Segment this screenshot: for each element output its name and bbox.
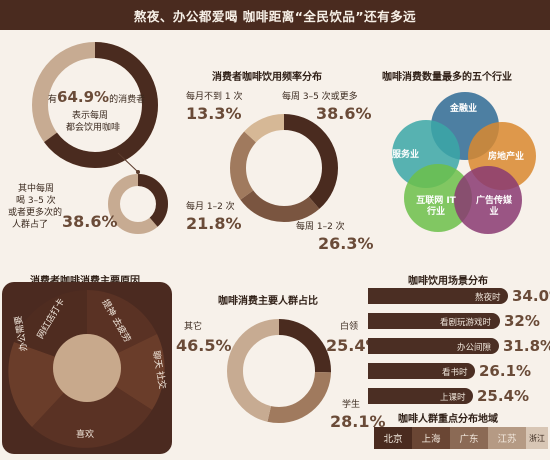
scene-bar-label: 上课时 xyxy=(440,393,466,403)
freq-label-0: 每月不到 1 次 xyxy=(186,92,243,102)
weekly-sub-ring-chart xyxy=(108,174,168,234)
scene-bar xyxy=(368,338,499,354)
venn-circle-media xyxy=(454,166,522,234)
scene-bar xyxy=(368,363,475,379)
frequency-ring-chart xyxy=(230,114,338,222)
reasons-chart xyxy=(2,282,172,454)
scene-bar-label: 看书时 xyxy=(442,368,468,378)
scene-bar-label: 办公间隙 xyxy=(457,343,492,353)
frequency-title: 消费者咖啡饮用频率分布 xyxy=(212,72,322,83)
people-title: 咖啡消费主要人群占比 xyxy=(218,296,318,307)
weekly-sub-pct: 38.6% xyxy=(62,212,118,231)
banner-title: 熬夜、办公都爱喝 咖啡距离“全民饮品”还有多远 xyxy=(133,8,417,24)
scene-bar-value: 34.0% xyxy=(512,287,550,305)
industry-media: 广告传媒业 xyxy=(476,196,513,217)
freq-value-2: 21.8% xyxy=(186,214,242,233)
people-other-label: 其它 xyxy=(184,322,203,332)
scene-bar-value: 25.4% xyxy=(477,387,530,405)
people-other-value: 46.5% xyxy=(176,336,232,355)
industries-venn xyxy=(392,92,536,234)
weekly-text-pre: 有 xyxy=(48,95,58,105)
people-student-value: 28.1% xyxy=(330,412,386,431)
weekly-text-line2: 表示每周 xyxy=(72,111,109,121)
people-white-collar-label: 白领 xyxy=(340,322,359,332)
weekly-pct: 64.9% xyxy=(57,88,110,106)
industries-title: 咖啡消费数量最多的五个行业 xyxy=(382,72,512,83)
weekly-sub-line4: 人群占了 xyxy=(12,220,49,230)
scene-bar-label: 看剧玩游戏时 xyxy=(440,318,492,328)
region-city-1: 上海 xyxy=(412,427,450,449)
scene-bar xyxy=(368,313,500,329)
scenes-title: 咖啡饮用场景分布 xyxy=(408,276,488,287)
weekly-text-line3: 都会饮用咖啡 xyxy=(66,123,121,133)
freq-label-2: 每月 1–2 次 xyxy=(186,202,235,212)
freq-value-0: 13.3% xyxy=(186,104,242,123)
industry-finance: 金融业 xyxy=(450,104,478,114)
people-ring-chart xyxy=(227,319,331,423)
venn-circle-internet xyxy=(404,164,472,232)
reason-2: 喜欢 xyxy=(76,430,95,440)
freq-value-1: 38.6% xyxy=(316,104,372,123)
scene-bar xyxy=(368,288,508,304)
region-city-4: 浙江 xyxy=(526,427,548,449)
weekly-sub-line1: 其中每周 xyxy=(18,184,55,194)
weekly-ring-arc xyxy=(32,42,158,168)
regions-title: 咖啡人群重点分布地域 xyxy=(398,414,498,425)
region-city-0: 北京 xyxy=(374,427,412,449)
weekly-sub-line3: 或者更多次的 xyxy=(8,208,63,218)
industry-internet: 互联网 IT 行业 xyxy=(416,196,456,217)
freq-label-1: 每周 3–5 次或更多 xyxy=(282,92,358,102)
weekly-sub-line2: 喝 3–5 次 xyxy=(16,196,56,206)
people-white-collar-value: 25.4% xyxy=(326,336,382,355)
region-city-2: 广东 xyxy=(450,427,488,449)
freq-value-3: 26.3% xyxy=(318,234,374,253)
scene-bar xyxy=(368,388,473,404)
scene-bar-value: 26.1% xyxy=(479,362,532,380)
industry-realestate: 房地产业 xyxy=(488,152,525,162)
region-city-3: 江苏 xyxy=(488,427,526,449)
scene-bar-value: 32% xyxy=(504,312,540,330)
scene-bar-value: 31.8% xyxy=(503,337,550,355)
banner: 熬夜、办公都爱喝 咖啡距离“全民饮品”还有多远 xyxy=(0,0,550,30)
weekly-ring-chart xyxy=(32,42,158,168)
scene-bar-label: 熬夜时 xyxy=(475,293,501,303)
weekly-text-line1: 有64.9%的消费者 xyxy=(48,90,146,106)
industry-service: 服务业 xyxy=(392,150,420,160)
people-student-label: 学生 xyxy=(342,400,361,410)
freq-label-3: 每周 1–2 次 xyxy=(296,222,345,232)
reasons-title: 消费者咖啡消费主要原因 xyxy=(30,276,140,287)
weekly-text-post: 的消费者 xyxy=(109,95,146,105)
